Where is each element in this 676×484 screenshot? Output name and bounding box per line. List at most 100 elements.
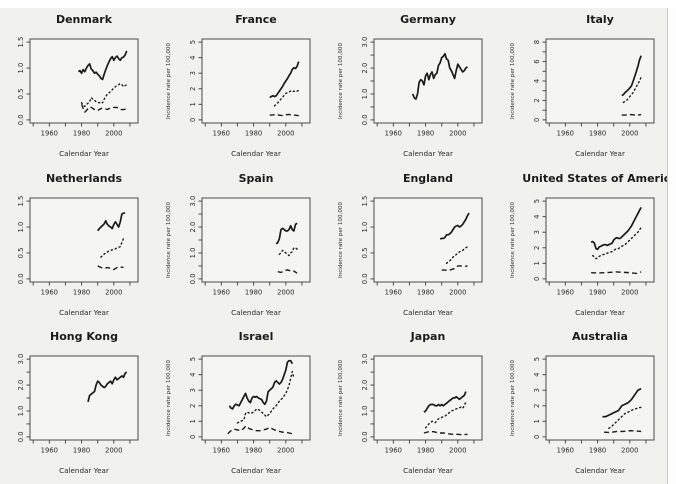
- y-tick-label: 3.0: [361, 37, 369, 48]
- x-tick-label: 1980: [417, 288, 434, 296]
- y-tick-label: 2: [533, 98, 541, 102]
- x-tick-label: 1960: [41, 447, 58, 455]
- plot-area: [201, 38, 311, 124]
- plot-area: [545, 197, 655, 283]
- series-dashed-line: [227, 425, 293, 435]
- series-dashed-line: [441, 264, 468, 271]
- x-tick-label: 2000: [105, 130, 122, 138]
- chart-cell-italy: Italy 1960 1980 2000 0 2 4 6 8 Calendar Year Incid…: [502, 8, 674, 167]
- y-tick-label: 6: [533, 59, 541, 63]
- y-tick-label: 1.5: [361, 195, 369, 206]
- chart-cell-australia: Australia 1960 1980 2000 0 1 2 3 4 5 Calendar Year…: [502, 325, 674, 484]
- x-tick-label: 2000: [105, 447, 122, 455]
- x-tick-label: 1960: [385, 130, 402, 138]
- y-axis-title: Incidence rate per 100,000: [338, 201, 344, 277]
- x-tick-label: 1960: [557, 288, 574, 296]
- x-tick-label: 1960: [385, 288, 402, 296]
- y-tick-label: 1: [189, 419, 197, 423]
- x-axis-title: Calendar Year: [403, 149, 453, 158]
- series-solid-line: [423, 391, 467, 414]
- x-axis-title: Calendar Year: [575, 466, 625, 475]
- chart-title: Spain: [239, 172, 274, 185]
- x-axis-title: Calendar Year: [575, 308, 625, 317]
- chart-cell-england: England 1960 1980 2000 0.0 0.5 1.0 1.5 Calendar …: [330, 167, 502, 326]
- series-solid-line: [590, 206, 642, 250]
- chart-united-states-of-america: United States of America 1960 1980 2000 0 1 2 3…: [510, 172, 674, 317]
- y-tick-label: 2.0: [361, 63, 369, 74]
- series-dashed-line: [97, 264, 124, 270]
- y-axis-title: Incidence rate per 100,000: [510, 201, 516, 277]
- chart-title: Germany: [400, 13, 456, 26]
- x-tick-label: 1960: [213, 288, 230, 296]
- y-tick-label: 1.0: [17, 63, 25, 74]
- chart-title: United States of America: [522, 172, 674, 185]
- y-axis-title: Incidence rate per 100,000: [166, 43, 172, 119]
- x-tick-label: 1980: [73, 130, 90, 138]
- x-tick-label: 2000: [621, 288, 638, 296]
- x-tick-label: 1980: [73, 288, 90, 296]
- x-tick-label: 2000: [621, 447, 638, 455]
- x-axis-title: Calendar Year: [403, 466, 453, 475]
- chart-cell-japan: Japan 1960 1980 2000 0.0 1.0 2.0 3.0 Calendar Ye…: [330, 325, 502, 484]
- x-tick-label: 1960: [213, 447, 230, 455]
- chart-hong-kong: Hong Kong 1960 1980 2000 0.0 1.0 2.0 3.0 Calenda…: [17, 330, 139, 475]
- series-dotted-line: [424, 401, 467, 429]
- x-tick-label: 1960: [557, 130, 574, 138]
- x-tick-label: 1960: [41, 288, 58, 296]
- y-tick-label: 1.5: [17, 195, 25, 206]
- plot-area: [29, 355, 139, 441]
- y-tick-label: 4: [533, 214, 541, 218]
- series-solid-line: [411, 52, 469, 101]
- series-dotted-line: [622, 76, 642, 104]
- chart-title: Italy: [586, 13, 614, 26]
- y-tick-label: 1.0: [189, 247, 197, 258]
- x-axis-title: Calendar Year: [59, 308, 109, 317]
- x-axis-title: Calendar Year: [403, 308, 453, 317]
- y-tick-label: 4: [533, 373, 541, 377]
- x-axis-title: Calendar Year: [59, 149, 109, 158]
- y-tick-label: 0: [533, 435, 541, 439]
- x-tick-label: 2000: [449, 447, 466, 455]
- chart-spain: Spain 1960 1980 2000 0.0 1.0 2.0 3.0 Calendar Ye…: [166, 172, 311, 317]
- chart-japan: Japan 1960 1980 2000 0.0 1.0 2.0 3.0 Calendar Ye…: [338, 330, 483, 475]
- x-tick-label: 1980: [417, 447, 434, 455]
- series-dotted-line: [100, 237, 125, 258]
- x-tick-label: 2000: [621, 130, 638, 138]
- series-solid-line: [275, 222, 298, 245]
- series-solid-line: [87, 371, 128, 403]
- y-axis-title: Incidence rate per 100,000: [338, 360, 344, 436]
- chart-title: France: [235, 13, 276, 26]
- chart-cell-hong-kong: Hong Kong 1960 1980 2000 0.0 1.0 2.0 3.0 Calenda…: [0, 325, 158, 484]
- y-tick-label: 1.0: [17, 406, 25, 417]
- plot-area: [545, 38, 655, 124]
- x-tick-label: 1980: [589, 130, 606, 138]
- series-solid-line: [97, 211, 126, 231]
- x-tick-label: 2000: [449, 288, 466, 296]
- y-tick-label: 1: [189, 102, 197, 106]
- chart-cell-france: France 1960 1980 2000 0 1 2 3 4 5 Calendar Year Inc…: [158, 8, 330, 167]
- y-tick-label: 3.0: [361, 354, 369, 365]
- y-tick-label: 0.0: [361, 432, 369, 443]
- chart-cell-spain: Spain 1960 1980 2000 0.0 1.0 2.0 3.0 Calendar Ye…: [158, 167, 330, 326]
- y-tick-label: 4: [189, 373, 197, 377]
- right-margin: [667, 0, 676, 484]
- y-tick-label: 2: [533, 404, 541, 408]
- series-dotted-line: [236, 371, 295, 424]
- y-tick-label: 3.0: [17, 354, 25, 365]
- x-tick-label: 1980: [589, 288, 606, 296]
- chart-title: Israel: [239, 330, 274, 343]
- series-solid-line: [228, 360, 294, 410]
- x-axis-title: Calendar Year: [59, 466, 109, 475]
- chart-israel: Israel 1960 1980 2000 0 1 2 3 4 5 Calendar Year Inc…: [166, 330, 311, 475]
- y-tick-label: 4: [189, 56, 197, 60]
- plot-area: [29, 38, 139, 124]
- y-tick-label: 0.5: [17, 247, 25, 258]
- chart-italy: Italy 1960 1980 2000 0 2 4 6 8 Calendar Year Incid…: [510, 13, 655, 158]
- chart-denmark: Denmark 1960 1980 2000 0.0 0.5 1.0 1.5 Calendar …: [17, 13, 139, 158]
- y-tick-label: 0.0: [17, 432, 25, 443]
- top-margin: [0, 0, 676, 8]
- y-tick-label: 2.0: [17, 380, 25, 391]
- series-dotted-line: [80, 82, 128, 108]
- series-dotted-line: [445, 244, 470, 264]
- plot-area: [545, 355, 655, 441]
